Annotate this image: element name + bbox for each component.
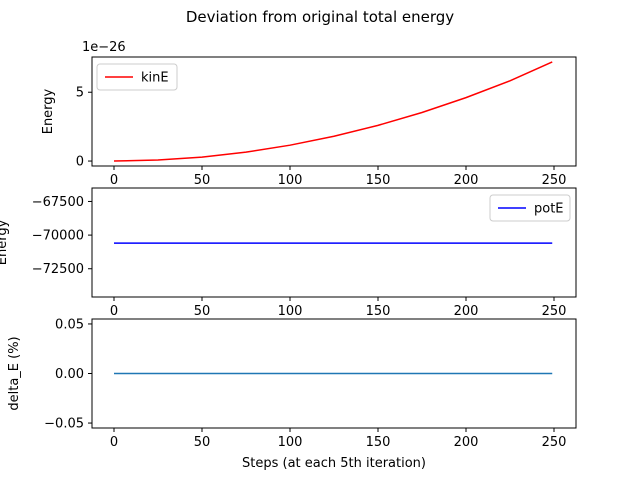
plots: 0 50 100 150 200 250 0 5 Energy 1e−26 kinE 0 50 100 15… <box>0 40 577 471</box>
delta-energy-x-tick-label: 50 <box>194 435 211 450</box>
kinetic-energy-frame <box>91 56 577 167</box>
potential-energy-y-tick-label: −70000 <box>32 229 84 244</box>
potential-energy-x-tick-label: 150 <box>366 304 391 319</box>
potential-energy-axes: 0 50 100 150 200 250 −67500 −70000 −72500 Energy p… <box>0 187 577 319</box>
kinetic-energy-y-tick-label: 5 <box>76 86 84 101</box>
kinetic-energy-x-tick-label: 100 <box>278 173 303 188</box>
delta-energy-x-tick-label: 250 <box>542 435 567 450</box>
potential-energy-y-tick-label: −67500 <box>32 195 84 210</box>
kinetic-energy-offset-text: 1e−26 <box>82 40 126 55</box>
potential-energy-legend-label: potE <box>534 202 564 217</box>
kinetic-energy-series-line-0 <box>113 61 553 162</box>
delta-energy-x-axis-label: Steps (at each 5th iteration) <box>242 456 426 471</box>
delta-energy-y-axis-label: delta_E (%) <box>7 336 22 410</box>
kinetic-energy-axes: 0 50 100 150 200 250 0 5 Energy 1e−26 kinE <box>41 40 577 188</box>
potential-energy-x-tick-label: 250 <box>542 304 567 319</box>
kinetic-energy-legend-label: kinE <box>141 71 169 86</box>
kinetic-energy-x-tick-label: 250 <box>542 173 567 188</box>
kinetic-energy-legend: kinE <box>96 63 178 91</box>
delta-energy-y-tick-label: 0.05 <box>55 317 84 332</box>
potential-energy-x-tick-label: 0 <box>110 304 118 319</box>
kinetic-energy-y-tick-label: 0 <box>76 155 84 170</box>
kinetic-energy-legend-box <box>96 63 178 91</box>
delta-energy-x-tick-label: 0 <box>110 435 118 450</box>
potential-energy-legend: potE <box>489 194 571 222</box>
kinetic-energy-x-tick-label: 150 <box>366 173 391 188</box>
delta-energy-x-tick-label: 200 <box>454 435 479 450</box>
delta-energy-x-tick-label: 100 <box>278 435 303 450</box>
potential-energy-y-tick-label: −72500 <box>32 262 84 277</box>
potential-energy-x-tick-label: 50 <box>194 304 211 319</box>
kinetic-energy-x-tick-label: 200 <box>454 173 479 188</box>
figure-title: Deviation from original total energy <box>186 8 454 26</box>
potential-energy-y-axis-label: Energy <box>0 219 10 265</box>
delta-energy-y-tick-label: 0.00 <box>55 367 84 382</box>
potential-energy-x-tick-label: 100 <box>278 304 303 319</box>
delta-energy-axes: 0 50 100 150 200 250 0.05 0.00 −0.05 delta_E (%) S… <box>7 317 577 471</box>
kinetic-energy-x-tick-label: 0 <box>110 173 118 188</box>
kinetic-energy-x-tick-label: 50 <box>194 173 211 188</box>
delta-energy-y-tick-label: −0.05 <box>44 417 84 432</box>
kinetic-energy-y-axis-label: Energy <box>41 88 56 134</box>
potential-energy-x-tick-label: 200 <box>454 304 479 319</box>
potential-energy-legend-box <box>489 194 571 222</box>
potential-energy-frame <box>91 187 577 298</box>
delta-energy-x-tick-label: 150 <box>366 435 391 450</box>
